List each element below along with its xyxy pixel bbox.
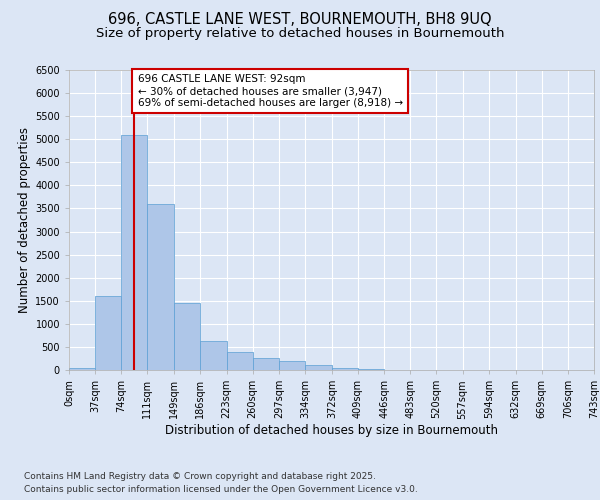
Text: 696, CASTLE LANE WEST, BOURNEMOUTH, BH8 9UQ: 696, CASTLE LANE WEST, BOURNEMOUTH, BH8 …: [108, 12, 492, 28]
Bar: [279, 361, 305, 370]
Bar: [148, 204, 174, 370]
X-axis label: Distribution of detached houses by size in Bournemouth: Distribution of detached houses by size …: [165, 424, 498, 437]
Text: Size of property relative to detached houses in Bournemouth: Size of property relative to detached ho…: [96, 28, 504, 40]
Bar: [69, 368, 95, 370]
Bar: [253, 358, 279, 370]
Text: 696 CASTLE LANE WEST: 92sqm
← 30% of detached houses are smaller (3,947)
69% of : 696 CASTLE LANE WEST: 92sqm ← 30% of det…: [137, 74, 403, 108]
Y-axis label: Number of detached properties: Number of detached properties: [18, 127, 31, 313]
Bar: [95, 296, 121, 370]
Bar: [174, 303, 200, 370]
Bar: [200, 342, 227, 370]
Bar: [227, 352, 253, 370]
Bar: [332, 368, 358, 370]
Text: Contains public sector information licensed under the Open Government Licence v3: Contains public sector information licen…: [24, 485, 418, 494]
Bar: [121, 134, 148, 370]
Bar: [358, 369, 384, 370]
Text: Contains HM Land Registry data © Crown copyright and database right 2025.: Contains HM Land Registry data © Crown c…: [24, 472, 376, 481]
Bar: [305, 365, 332, 370]
